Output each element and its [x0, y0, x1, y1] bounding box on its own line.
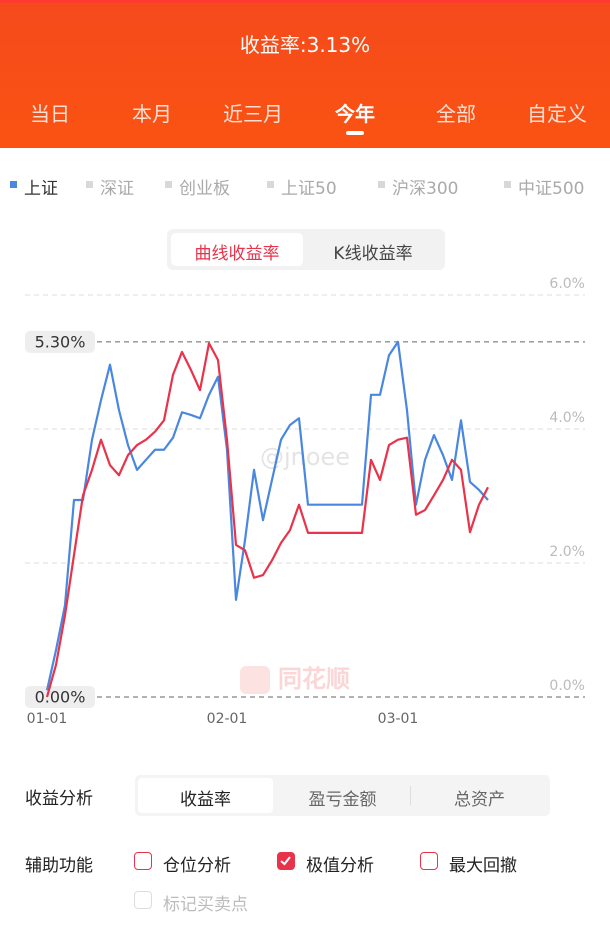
- index-marker: [267, 181, 274, 188]
- index-marker: [10, 181, 17, 188]
- check-mark: [280, 856, 291, 866]
- y-tick-label: 6.0%: [549, 276, 585, 292]
- index-tab[interactable]: 中证500: [518, 179, 585, 199]
- header: 收益率:3.13%: [0, 0, 610, 148]
- index-tab[interactable]: 上证: [24, 179, 58, 199]
- tab-indicator: [346, 131, 364, 135]
- period-tab[interactable]: 今年: [335, 102, 375, 126]
- view-tab[interactable]: 曲线收益率: [194, 244, 280, 264]
- analysis-label: 收益分析: [25, 789, 93, 809]
- x-tick-label: 03-01: [378, 711, 419, 727]
- segment[interactable]: 盈亏金额: [308, 790, 377, 810]
- checkbox-label[interactable]: 仓位分析: [163, 856, 231, 876]
- index-marker: [86, 181, 93, 188]
- segment-divider: [410, 786, 411, 805]
- extreme-label: 0.00%: [35, 688, 86, 707]
- checkbox-label[interactable]: 最大回撤: [449, 856, 517, 876]
- checkbox[interactable]: [277, 852, 295, 870]
- y-tick-label: 0.0%: [549, 678, 585, 694]
- period-tab[interactable]: 近三月: [223, 102, 283, 126]
- header-title: 收益率:3.13%: [239, 33, 371, 57]
- series-line: [45, 342, 489, 698]
- index-marker: [165, 181, 172, 188]
- checkbox-label[interactable]: 极值分析: [306, 856, 374, 876]
- extreme-label: 5.30%: [35, 332, 86, 351]
- extreme-label-bg: [25, 686, 95, 708]
- index-tab[interactable]: 上证50: [281, 179, 337, 199]
- watermark: 同花顺: [278, 665, 350, 693]
- y-tick-label: 2.0%: [549, 544, 585, 560]
- period-tab[interactable]: 当日: [30, 102, 70, 126]
- watermark-logo: [240, 666, 270, 694]
- index-tab[interactable]: 深证: [100, 179, 134, 199]
- period-tab[interactable]: 全部: [436, 102, 476, 126]
- checkbox[interactable]: [420, 852, 438, 870]
- checkbox[interactable]: [134, 852, 152, 870]
- index-tab[interactable]: 沪深300: [392, 179, 459, 199]
- x-tick-label: 01-01: [27, 711, 68, 727]
- toggle-active: [171, 233, 303, 266]
- view-tab[interactable]: K线收益率: [333, 244, 413, 264]
- period-tab[interactable]: 本月: [132, 102, 172, 126]
- index-marker: [378, 181, 385, 188]
- index-tab[interactable]: 创业板: [179, 179, 230, 199]
- segment-active: [138, 778, 273, 813]
- extreme-label-bg: [25, 330, 95, 353]
- segment[interactable]: 收益率: [180, 790, 231, 810]
- index-marker: [504, 181, 511, 188]
- y-tick-label: 4.0%: [549, 410, 585, 426]
- checkbox-label: 标记买卖点: [163, 895, 248, 915]
- x-tick-label: 02-01: [207, 711, 248, 727]
- period-tab[interactable]: 自定义: [527, 102, 587, 126]
- segment[interactable]: 总资产: [454, 790, 505, 810]
- checkbox: [134, 891, 152, 909]
- tools-label: 辅助功能: [25, 856, 93, 876]
- series-line: [45, 340, 489, 691]
